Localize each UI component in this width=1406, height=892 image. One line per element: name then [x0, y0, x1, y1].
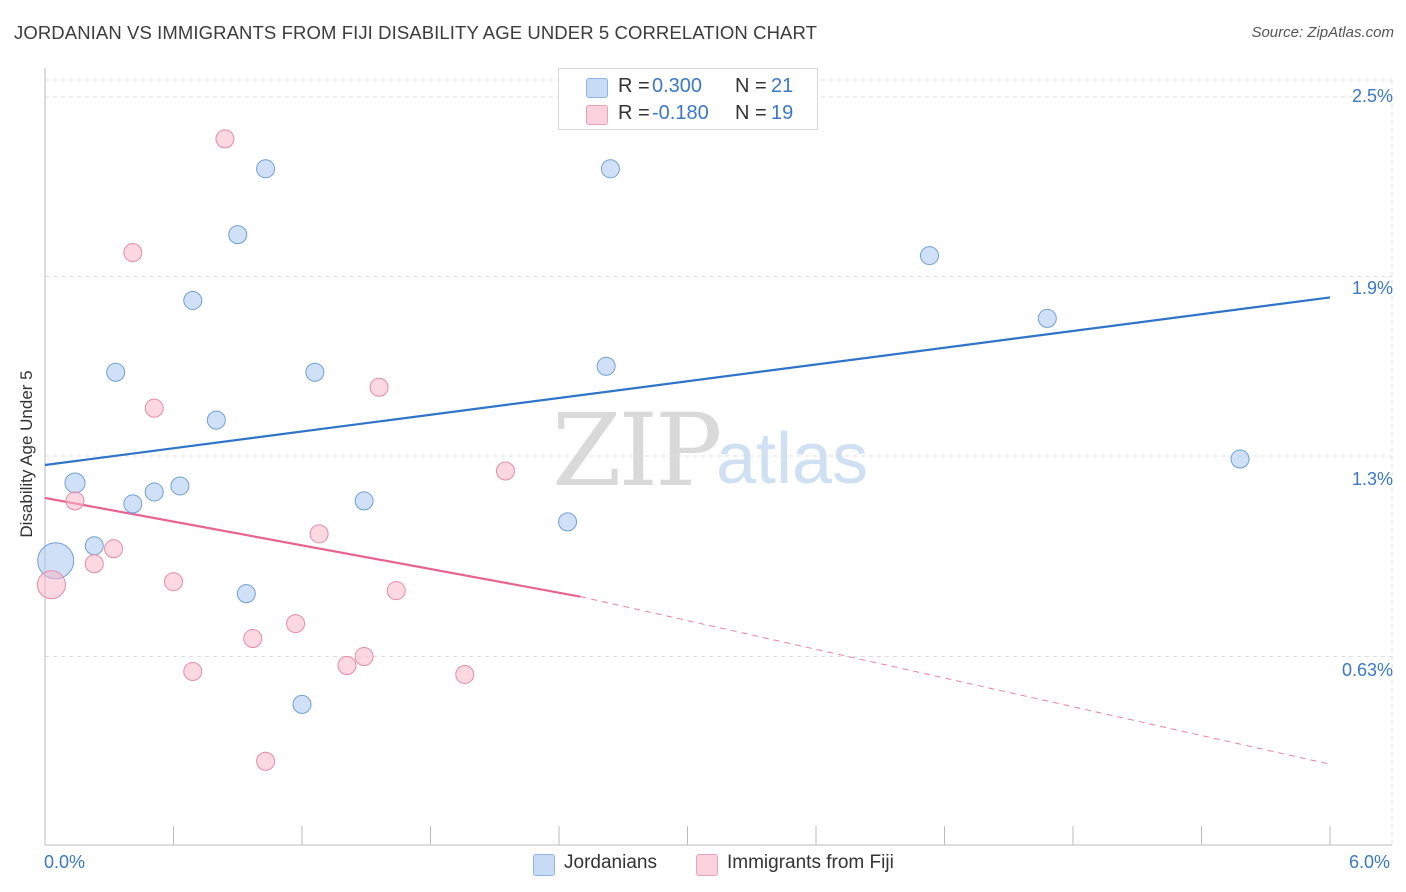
legend-r-value: -0.180: [652, 102, 709, 124]
point-jordanians: [84, 536, 104, 556]
point-jordanians: [183, 290, 203, 310]
point-jordanians: [1230, 449, 1250, 469]
watermark-atlas: atlas: [716, 419, 869, 499]
point-jordanians: [596, 356, 616, 376]
point-jordanians: [558, 512, 578, 532]
gridlines: [45, 79, 1393, 845]
point-jordanians: [206, 410, 226, 430]
bottom-legend-label-fiji: Immigrants from Fiji: [727, 852, 894, 873]
point-jordanians: [144, 482, 164, 502]
point-fiji: [309, 524, 329, 544]
point-fiji: [495, 461, 515, 481]
point-fiji: [123, 243, 143, 263]
trendline-jordanians: [44, 296, 1331, 467]
point-fiji: [215, 129, 235, 149]
point-fiji: [183, 661, 203, 681]
bottom-legend-label-jordanians: Jordanians: [564, 852, 657, 873]
point-jordanians: [292, 694, 312, 714]
legend-row-jordanians: R = 0.300 N = 21: [559, 73, 817, 101]
point-jordanians: [64, 472, 86, 494]
point-jordanians: [305, 362, 325, 382]
point-fiji: [84, 554, 104, 574]
point-fiji: [286, 614, 306, 634]
legend-swatch-fiji: [586, 105, 608, 125]
y-tick-label: 1.3%: [1351, 469, 1393, 489]
point-jordanians: [600, 159, 620, 179]
y-axis-label: Disability Age Under 5: [17, 370, 36, 538]
trendline-fiji-extrapolated: [580, 596, 1331, 765]
correlation-legend: R = 0.300 N = 21 R = -0.180 N = 19: [558, 68, 818, 130]
point-fiji: [144, 398, 164, 418]
point-fiji: [65, 491, 85, 511]
legend-r-label: R =: [618, 75, 650, 97]
point-fiji: [104, 539, 124, 559]
legend-row-fiji: R = -0.180 N = 19: [559, 100, 817, 128]
point-jordanians: [106, 362, 126, 382]
point-fiji: [243, 629, 263, 649]
point-fiji: [369, 377, 389, 397]
point-jordanians: [920, 246, 940, 266]
y-tick-label: 2.5%: [1351, 86, 1393, 106]
legend-n-label: N =: [735, 75, 767, 97]
point-fiji: [36, 570, 66, 600]
y-tick-label: 1.9%: [1351, 278, 1393, 298]
legend-r-value: 0.300: [652, 75, 703, 97]
point-jordanians: [1037, 308, 1057, 328]
point-jordanians: [123, 494, 143, 514]
x-tick-label: 0.0%: [44, 852, 86, 872]
point-jordanians: [256, 159, 276, 179]
chart-title: JORDANIAN VS IMMIGRANTS FROM FIJI DISABI…: [14, 22, 818, 43]
trendlines: [44, 296, 1331, 765]
bottom-legend-swatch-jordanians: [533, 854, 555, 876]
legend-swatch-jordanians: [586, 78, 608, 98]
watermark-zip: ZIP: [552, 392, 722, 509]
legend-n-label: N =: [735, 102, 767, 124]
point-fiji: [386, 581, 406, 601]
legend-r-label: R =: [618, 102, 650, 124]
point-jordanians: [170, 476, 190, 496]
axes: [44, 68, 1392, 846]
bottom-legend-swatch-fiji: [696, 854, 718, 876]
point-jordanians: [236, 584, 256, 604]
data-points: [36, 129, 1250, 771]
legend-n-value: 19: [771, 102, 794, 124]
point-fiji: [455, 664, 475, 684]
x-tick-label: 6.0%: [1349, 852, 1391, 872]
point-jordanians: [354, 491, 374, 511]
point-fiji: [337, 655, 357, 675]
legend-n-value: 21: [771, 75, 794, 97]
point-fiji: [164, 572, 183, 592]
point-fiji: [256, 751, 276, 771]
point-fiji: [354, 647, 374, 667]
source-label: Source: ZipAtlas.com: [1251, 24, 1394, 41]
point-jordanians: [228, 225, 248, 245]
y-tick-label: 0.63%: [1341, 660, 1393, 680]
trendline-fiji: [44, 496, 581, 598]
